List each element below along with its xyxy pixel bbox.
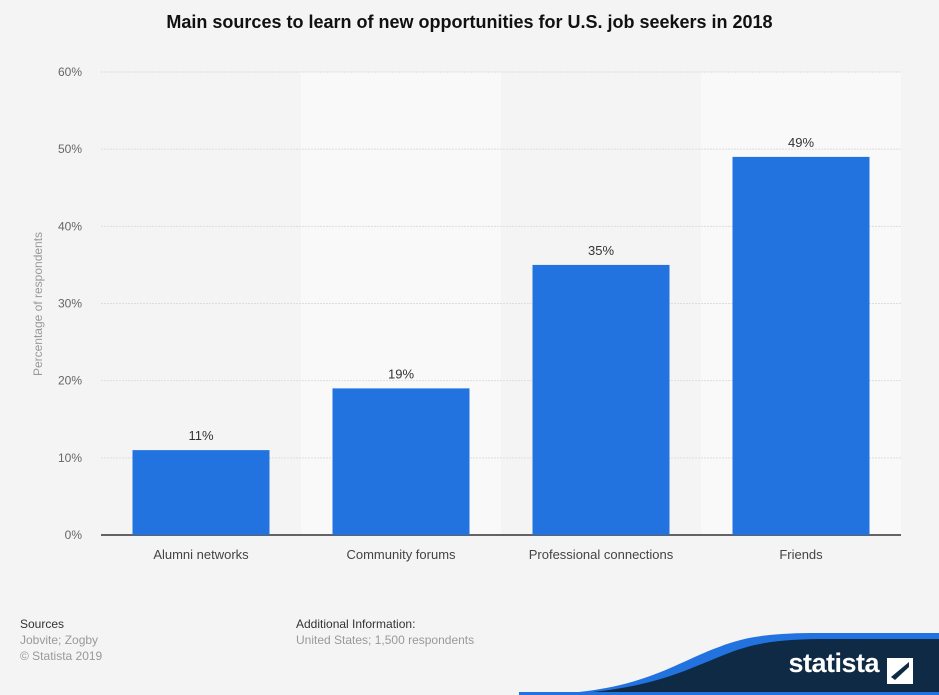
x-tick-label: Professional connections [529,547,674,562]
data-label: 35% [588,243,614,258]
x-tick-label: Friends [779,547,823,562]
y-tick-label: 60% [58,65,82,79]
x-tick-label: Alumni networks [153,547,249,562]
additional-info-heading: Additional Information: [296,617,416,631]
data-label: 11% [188,428,213,443]
y-tick-label: 40% [58,219,82,233]
statista-logo-text[interactable]: statista [788,648,879,678]
data-label: 19% [388,366,414,381]
y-tick-label: 10% [58,451,82,465]
sources-text[interactable]: Jobvite; Zogby [20,633,99,647]
bar-chart: 0% 10% 20% 30% 40% 50% 60% 11% Alumni networks 19… [31,65,901,562]
bar[interactable] [132,450,270,535]
sources-heading: Sources [20,617,65,631]
copyright-text: © Statista 2019 [20,649,103,663]
bar[interactable] [732,156,870,535]
y-tick-label: 50% [58,142,82,156]
data-label: 49% [788,135,814,150]
additional-info-text: United States; 1,500 respondents [296,633,475,647]
x-tick-label: Community forums [346,547,456,562]
chart-title: Main sources to learn of new opportuniti… [166,12,773,32]
statista-logo-banner [519,633,939,695]
statista-logo-icon [887,658,913,684]
additional-info-block: Additional Information: United States; 1… [296,616,474,648]
sources-block: Sources Jobvite; Zogby © Statista 2019 [20,616,102,664]
y-tick-label: 20% [58,374,82,388]
y-tick-label: 0% [65,528,83,542]
bar[interactable] [332,388,470,535]
bar[interactable] [532,264,670,535]
y-tick-label: 30% [58,297,82,311]
y-axis-label: Percentage of respondents [31,232,45,376]
